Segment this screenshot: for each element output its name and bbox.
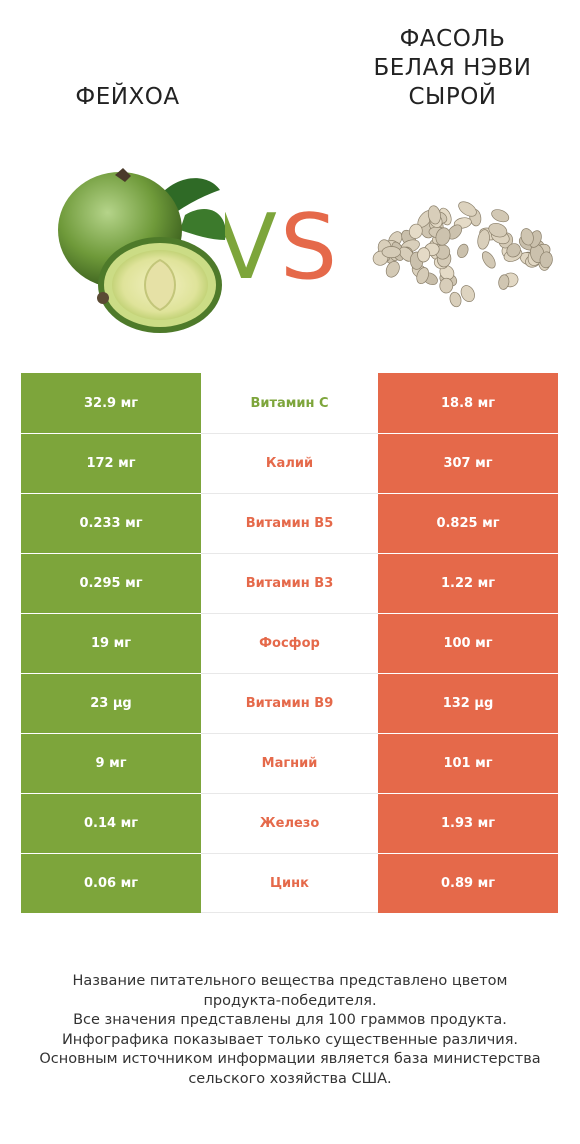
bean-shape [498, 274, 510, 290]
navy-beans-image [372, 201, 553, 308]
right-value-cell: 101 мг [378, 733, 558, 793]
footer-line: продукта-победителя. [203, 992, 377, 1009]
right-product-title: ФАСОЛЬ БЕЛАЯ НЭВИ СЫРОЙ [345, 25, 560, 112]
footer-line: Инфографика показывает только существенн… [61, 1031, 519, 1048]
table-row: 32.9 мг Витамин C 18.8 мг [21, 373, 558, 433]
bean-shape [417, 247, 431, 263]
table-row: 23 µg Витамин B9 132 µg [21, 673, 558, 733]
bean-shape [539, 251, 553, 269]
left-value-cell: 172 мг [21, 433, 201, 493]
vs-s-letter: S [280, 195, 337, 290]
nutrient-name-cell: Калий [201, 433, 378, 493]
left-value-cell: 0.233 мг [21, 493, 201, 553]
bean-shape [520, 228, 534, 246]
bean-shape [416, 267, 430, 285]
bean-shape [458, 201, 477, 217]
bean-shape [435, 227, 451, 246]
table-row: 19 мг Фосфор 100 мг [21, 613, 558, 673]
bean-shape [385, 261, 400, 278]
footer-line: Все значения представлены для 100 граммо… [73, 1012, 507, 1028]
left-product-title: ФЕЙХОА [75, 84, 180, 110]
right-value-cell: 100 мг [378, 613, 558, 673]
footer-notes: Название питательного вещества представл… [20, 972, 560, 1089]
bean-shape [457, 243, 469, 259]
bean-shape [449, 291, 462, 308]
right-value-cell: 307 мг [378, 433, 558, 493]
left-value-cell: 0.295 мг [21, 553, 201, 613]
bean-shape [408, 223, 423, 239]
nutrient-name-cell: Цинк [201, 853, 378, 913]
left-value-cell: 23 µg [21, 673, 201, 733]
right-value-cell: 1.22 мг [378, 553, 558, 613]
vs-v-letter: V [225, 195, 277, 290]
right-value-cell: 1.93 мг [378, 793, 558, 853]
right-title-line: ФАСОЛЬ [399, 26, 506, 52]
left-value-cell: 32.9 мг [21, 373, 201, 433]
right-title-line: СЫРОЙ [408, 84, 497, 110]
right-value-cell: 132 µg [378, 673, 558, 733]
bean-shape [488, 222, 508, 238]
left-value-cell: 0.06 мг [21, 853, 201, 913]
footer-line: Основным источником информации является … [39, 1051, 541, 1067]
left-value-cell: 9 мг [21, 733, 201, 793]
right-title-line: БЕЛАЯ НЭВИ [373, 55, 532, 81]
table-row: 0.295 мг Витамин B3 1.22 мг [21, 553, 558, 613]
nutrient-name-cell: Витамин B9 [201, 673, 378, 733]
table-row: 0.233 мг Витамин B5 0.825 мг [21, 493, 558, 553]
table-row: 9 мг Магний 101 мг [21, 733, 558, 793]
bean-shape [460, 285, 475, 302]
bean-shape [506, 243, 521, 258]
right-value-cell: 0.89 мг [378, 853, 558, 913]
nutrient-name-cell: Витамин B5 [201, 493, 378, 553]
footer-line: сельского хозяйства США. [188, 1070, 392, 1087]
footer-line: Название питательного вещества представл… [72, 973, 508, 989]
table-row: 172 мг Калий 307 мг [21, 433, 558, 493]
vs-label: V S [225, 195, 337, 290]
right-value-cell: 0.825 мг [378, 493, 558, 553]
bean-shape [477, 229, 490, 250]
bean-shape [481, 251, 496, 269]
bean-shape [427, 205, 441, 225]
nutrient-name-cell: Магний [201, 733, 378, 793]
comparison-table: 32.9 мг Витамин C 18.8 мг 172 мг Калий 307 мг… [21, 373, 558, 913]
nutrient-name-cell: Фосфор [201, 613, 378, 673]
bean-shape [439, 277, 454, 294]
nutrient-name-cell: Железо [201, 793, 378, 853]
table-row: 0.06 мг Цинк 0.89 мг [21, 853, 558, 913]
nutrient-name-cell: Витамин B3 [201, 553, 378, 613]
table-row: 0.14 мг Железо 1.93 мг [21, 793, 558, 853]
right-value-cell: 18.8 мг [378, 373, 558, 433]
feijoa-fruit-image [58, 168, 226, 333]
bean-shape [491, 209, 510, 223]
left-value-cell: 19 мг [21, 613, 201, 673]
bean-shape [381, 246, 401, 259]
nutrient-name-cell: Витамин C [250, 395, 329, 411]
left-value-cell: 0.14 мг [21, 793, 201, 853]
